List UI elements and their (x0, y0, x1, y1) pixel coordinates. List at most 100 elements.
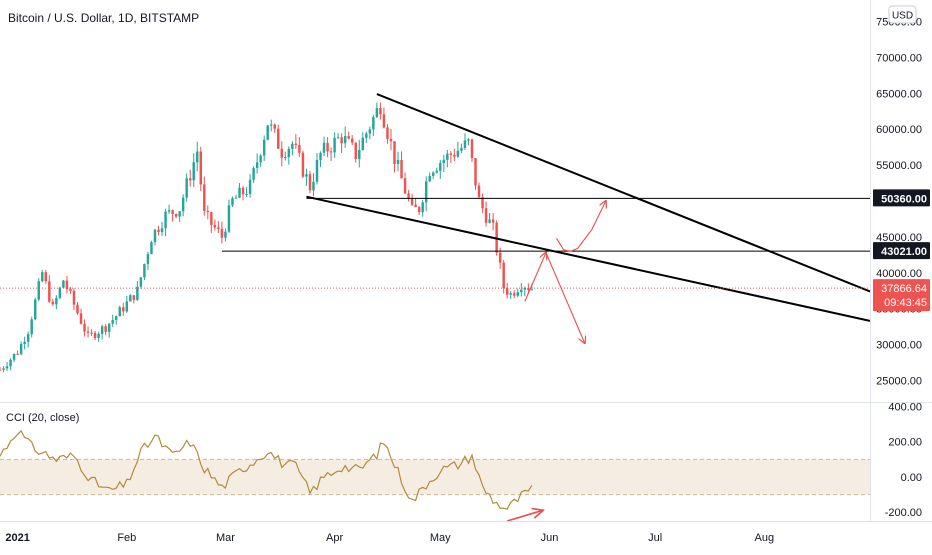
candle-body (410, 198, 414, 205)
candle-body (107, 323, 111, 332)
candle-body (322, 142, 326, 153)
candle-body (382, 114, 386, 128)
candle-body (421, 202, 424, 213)
candle-body (104, 326, 107, 332)
arrow-drawing-2[interactable] (545, 252, 585, 343)
candle-body (55, 297, 58, 305)
candle-body (530, 289, 534, 291)
candle-body (69, 289, 72, 291)
candle-body (26, 334, 30, 342)
candle-body (220, 228, 224, 238)
candle-body (125, 301, 129, 312)
candle-body (100, 326, 104, 334)
candle-body (273, 124, 276, 129)
candle-body (446, 153, 449, 160)
candle-body (358, 150, 361, 160)
candle-body (481, 197, 484, 209)
candle-body (350, 138, 354, 143)
candle-body (354, 142, 357, 160)
candle-body (389, 138, 393, 142)
candle-body (44, 272, 48, 282)
candle-body (86, 331, 90, 333)
candle-body (460, 147, 463, 151)
candle-body (167, 210, 171, 212)
candle-body (505, 288, 509, 295)
main-pane[interactable] (0, 0, 870, 402)
candle-body (72, 290, 76, 305)
candle-body (502, 262, 505, 289)
candle-body (241, 187, 245, 195)
candle-body (30, 319, 33, 335)
trendline-1[interactable] (376, 93, 870, 293)
level-price-text: 43021.00 (881, 246, 927, 258)
cci-tick-label: 200.00 (888, 437, 922, 449)
candle-body (484, 208, 488, 223)
candle-body (224, 231, 227, 238)
last-price-label[interactable]: 37866.64 09:43:45 (873, 279, 930, 312)
candle-body (139, 277, 143, 287)
candle-body (361, 137, 365, 151)
candle-body (453, 154, 456, 157)
level-price-label-2[interactable]: 43021.00 (873, 242, 930, 260)
time-tick-label: Mar (216, 532, 235, 544)
currency-label: USD (892, 11, 913, 22)
arrow-drawing-1[interactable] (524, 253, 546, 302)
candle-body (477, 185, 481, 198)
candle-body (143, 263, 146, 278)
time-tick-label: May (430, 532, 451, 544)
candle-body (333, 137, 336, 153)
candle-body (340, 137, 343, 144)
candle-body (329, 151, 333, 153)
candle-body (516, 292, 520, 296)
candle-body (393, 141, 396, 164)
candle-body (192, 162, 195, 181)
candle-body (435, 170, 438, 173)
candle-body (252, 167, 255, 180)
countdown-text: 09:43:45 (884, 297, 927, 309)
currency-badge[interactable]: USD (888, 5, 917, 24)
candle-body (498, 252, 502, 263)
cci-tick-label: 400.00 (888, 402, 922, 414)
level-price-label-1[interactable]: 50360.00 (873, 189, 930, 207)
candle-body (365, 133, 368, 138)
price-tick-label: 40000.00 (876, 268, 922, 280)
candle-body (157, 229, 160, 232)
candle-body (287, 148, 291, 158)
cci-tick-label: 0.00 (901, 472, 922, 484)
candle-body (298, 145, 301, 153)
candle-body (210, 212, 213, 225)
candle-body (150, 242, 153, 255)
candle-body (255, 162, 259, 168)
candle-body (368, 129, 372, 134)
arrow-drawing-3[interactable] (556, 201, 606, 252)
candle-body (291, 143, 294, 149)
cci-indicator-label[interactable]: CCI (20, close) (6, 412, 79, 424)
last-price-text: 37866.64 (881, 283, 927, 295)
candle-body (284, 157, 287, 159)
candle-body (386, 127, 389, 139)
candle-body (97, 333, 100, 338)
candle-body (196, 151, 199, 163)
price-tick-label: 45000.00 (876, 232, 922, 244)
price-tick-label: 30000.00 (876, 340, 922, 352)
candle-body (238, 187, 241, 198)
trendline-2[interactable] (306, 195, 870, 322)
candle-body (396, 159, 400, 164)
candle-body (188, 178, 192, 181)
time-tick-label: Apr (326, 532, 343, 544)
candle-body (174, 213, 178, 217)
price-tick-label: 55000.00 (876, 160, 922, 172)
candle-body (178, 211, 181, 217)
candle-body (488, 219, 491, 223)
candle-body (375, 108, 379, 118)
cci-band (0, 459, 870, 495)
candle-body (470, 139, 474, 159)
candle-body (33, 299, 37, 320)
candle-body (262, 139, 266, 156)
time-tick-label: Jun (541, 532, 559, 544)
candle-body (467, 139, 470, 141)
candle-body (181, 197, 185, 212)
cci-arrow-drawing-1[interactable] (506, 510, 542, 521)
